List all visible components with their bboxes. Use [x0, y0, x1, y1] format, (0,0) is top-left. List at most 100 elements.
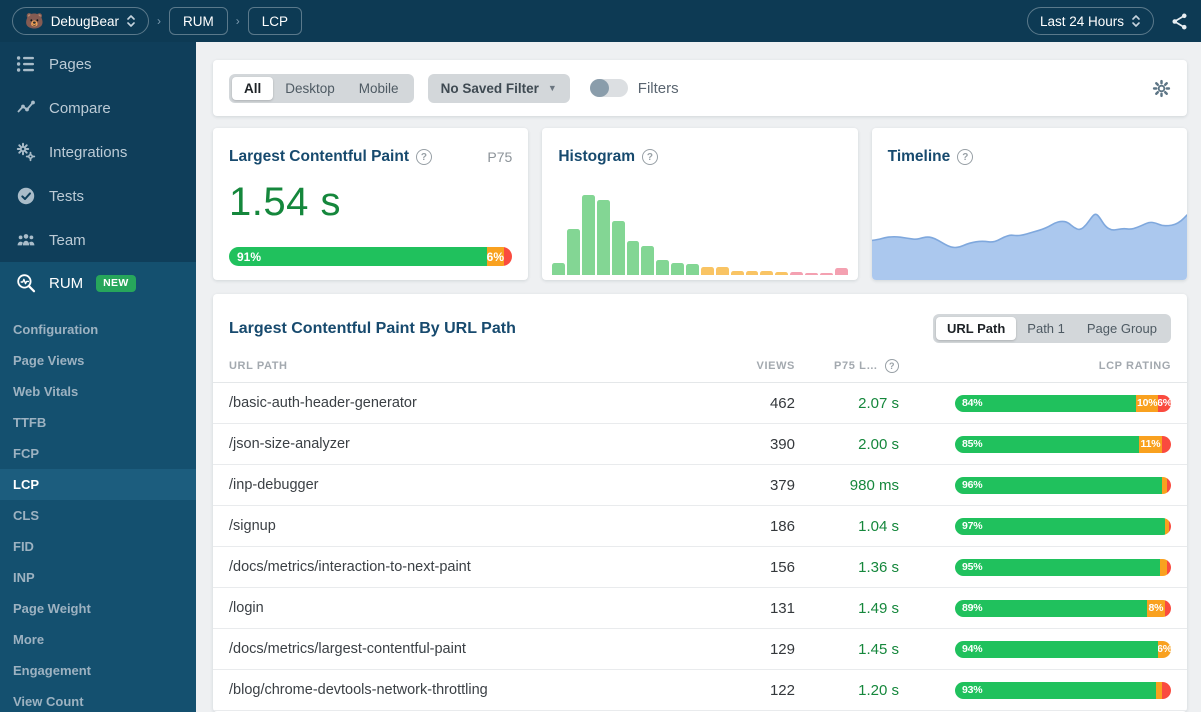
table-row[interactable]: /docs/metrics/largest-contentful-paint 12…: [213, 629, 1187, 670]
rating-segment-ni: [1160, 558, 1167, 576]
histogram-chart: [552, 195, 848, 275]
sidebar-subitem-configuration[interactable]: Configuration: [13, 322, 99, 337]
histogram-bar: [834, 268, 848, 275]
sidebar-subitem-inp[interactable]: INP: [13, 570, 35, 585]
lcp-value: 1.54 s: [229, 180, 341, 224]
help-question-icon[interactable]: ?: [415, 149, 432, 165]
rum-section: RUM NEW Configuration Page Views Web Vitals…: [0, 262, 196, 712]
sidebar-subitem-engagement[interactable]: Engagement: [13, 663, 92, 678]
integrations-icon: [16, 142, 36, 162]
histogram-bar: [804, 272, 818, 275]
sidebar-item-rum[interactable]: RUM NEW: [0, 262, 196, 304]
rating-segment-good: 85%: [955, 435, 1139, 453]
filters-toggle[interactable]: [589, 79, 628, 97]
rating-segment-ni: [1155, 681, 1163, 699]
saved-filter-dropdown[interactable]: No Saved Filter ▼: [427, 73, 570, 103]
lcp-rating-cell: 97%: [955, 517, 1171, 535]
sidebar-item-label: Tests: [49, 187, 85, 205]
segment-page-group[interactable]: Page Group: [1086, 321, 1157, 336]
histogram-bar: [745, 271, 759, 275]
rating-segment-good: 94%: [955, 640, 1159, 658]
breadcrumb-item-lcp[interactable]: LCP: [247, 7, 303, 35]
dropdown-arrow-icon: ▼: [547, 83, 557, 93]
table-row[interactable]: /login 131 1.49 s 89% 8%: [213, 588, 1187, 629]
percentile-label: P75: [487, 149, 513, 165]
lcp-by-url-table-card: Largest Contentful Paint By URL Path URL…: [213, 294, 1187, 712]
sidebar-item-tests[interactable]: Tests: [0, 174, 196, 218]
column-header-p75-label: P75 L…: [834, 360, 878, 372]
segment-path-1[interactable]: Path 1: [1027, 321, 1065, 336]
rating-segment-ni: [1162, 476, 1167, 494]
time-range-selector[interactable]: Last 24 Hours: [1026, 7, 1154, 35]
sidebar-subitem-fid[interactable]: FID: [13, 539, 34, 554]
rating-segment-good: 96%: [955, 476, 1163, 494]
sidebar-item-pages[interactable]: Pages: [0, 42, 196, 86]
views-cell: 131: [769, 599, 795, 617]
views-cell: 129: [769, 640, 795, 658]
url-path-cell: /login: [229, 600, 264, 616]
sidebar-item-team[interactable]: Team: [0, 218, 196, 262]
p75-lcp-cell: 2.00 s: [858, 435, 899, 453]
lcp-rating-bar: 94%6%: [955, 640, 1171, 658]
histogram-bar: [790, 272, 803, 275]
sidebar-subitem-view-count[interactable]: View Count: [13, 694, 84, 709]
p75-lcp-cell: 1.45 s: [858, 640, 899, 658]
rating-segment-ni: 11%: [1138, 435, 1163, 453]
segment-url-path[interactable]: URL Path: [936, 317, 1017, 340]
url-path-cell: /inp-debugger: [229, 477, 319, 493]
rating-segment-poor: [1168, 517, 1171, 535]
rating-segment-poor: 6%: [1158, 394, 1171, 412]
histogram-bar: [596, 199, 610, 275]
sidebar-item-compare[interactable]: Compare: [0, 86, 196, 130]
sidebar-subitem-fcp[interactable]: FCP: [13, 446, 39, 461]
table-row[interactable]: /docs/metrics/interaction-to-next-paint 1…: [213, 547, 1187, 588]
histogram-bar: [686, 264, 699, 275]
sidebar-subitem-web-vitals[interactable]: Web Vitals: [13, 384, 79, 399]
sidebar-subitem-lcp[interactable]: LCP: [0, 469, 196, 500]
breadcrumb: RUM › LCP: [169, 7, 303, 35]
timeline-card: Timeline ?: [871, 128, 1187, 280]
workspace-selector[interactable]: 🐻 DebugBear: [12, 7, 149, 35]
help-question-icon[interactable]: ?: [885, 359, 899, 373]
help-question-icon[interactable]: ?: [641, 149, 658, 165]
rating-segment-poor: [1162, 435, 1171, 453]
column-header-p75: P75 L… ?: [795, 359, 899, 373]
team-icon: [16, 230, 36, 250]
share-icon[interactable]: [1170, 12, 1189, 31]
sidebar-subitem-more[interactable]: More: [13, 632, 45, 647]
segment-desktop[interactable]: Desktop: [285, 80, 335, 96]
lcp-summary-card: Largest Contentful Paint ? P75 1.54 s 91…: [213, 128, 529, 280]
table-row[interactable]: /inp-debugger 379 980 ms 96%: [213, 465, 1187, 506]
lcp-rating-cell: 93%: [955, 681, 1171, 699]
device-segmented-control: All Desktop Mobile: [229, 73, 414, 103]
sidebar-sub-nav: Configuration Page Views Web Vitals TTFB FCP…: [0, 304, 196, 712]
settings-gear-icon[interactable]: [1152, 79, 1171, 98]
top-bar: 🐻 DebugBear › RUM › LCP Last 24 Hours: [0, 0, 1201, 42]
sidebar-subitem-cls[interactable]: CLS: [13, 508, 39, 523]
sidebar-item-integrations[interactable]: Integrations: [0, 130, 196, 174]
table-row[interactable]: /blog/chrome-devtools-network-throttling…: [213, 670, 1187, 711]
table-row[interactable]: /json-size-analyzer 390 2.00 s 85% 11%: [213, 424, 1187, 465]
table-row[interactable]: /basic-auth-header-generator 462 2.07 s 84%…: [213, 383, 1187, 424]
rating-segment-good: 84%: [955, 394, 1137, 412]
metric-cards-row: Largest Contentful Paint ? P75 1.54 s 91…: [213, 128, 1187, 280]
filter-bar: All Desktop Mobile No Saved Filter ▼ Filte…: [213, 60, 1187, 116]
table-title: Largest Contentful Paint By URL Path: [229, 319, 516, 337]
rating-segment-ni: 10%: [1136, 394, 1159, 412]
sidebar-subitem-ttfb[interactable]: TTFB: [13, 415, 47, 430]
table-row[interactable]: /signup 186 1.04 s 97%: [213, 506, 1187, 547]
sidebar-subitem-page-weight[interactable]: Page Weight: [13, 601, 91, 616]
sidebar-main-nav: Pages Compare Integrations Tests Team: [0, 42, 196, 262]
segment-all[interactable]: All: [232, 76, 274, 100]
filters-toggle-group: Filters: [589, 79, 679, 97]
sidebar-subitem-page-views[interactable]: Page Views: [13, 353, 85, 368]
views-cell: 122: [769, 681, 795, 699]
url-path-cell: /basic-auth-header-generator: [229, 395, 417, 411]
histogram-bar: [819, 273, 833, 275]
histogram-bar: [626, 241, 640, 275]
table-header-row: URL PATH VIEWS P75 L… ? LCP RATING: [213, 343, 1187, 383]
list-icon: [16, 54, 36, 74]
segment-mobile[interactable]: Mobile: [358, 80, 399, 96]
breadcrumb-item-rum[interactable]: RUM: [169, 7, 228, 35]
help-question-icon[interactable]: ?: [957, 149, 974, 165]
